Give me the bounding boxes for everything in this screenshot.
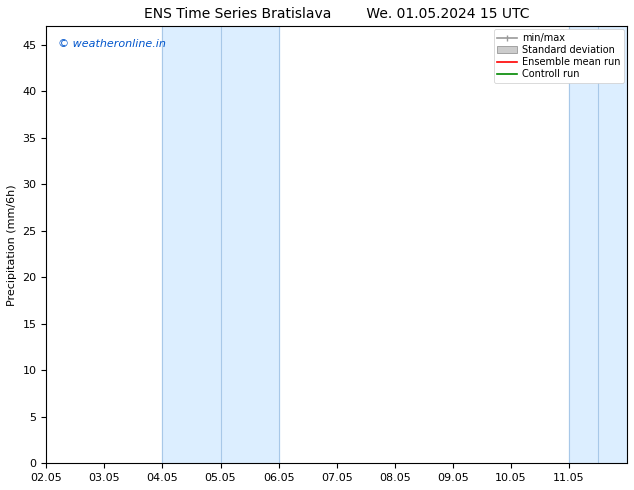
Y-axis label: Precipitation (mm/6h): Precipitation (mm/6h) [7, 184, 17, 306]
Bar [569, 26, 627, 464]
Bar [162, 26, 278, 464]
Legend: min/max, Standard deviation, Ensemble mean run, Controll run: min/max, Standard deviation, Ensemble me… [493, 29, 624, 83]
Title: ENS Time Series Bratislava        We. 01.05.2024 15 UTC: ENS Time Series Bratislava We. 01.05.202… [144, 7, 529, 21]
Text: © weatheronline.in: © weatheronline.in [58, 39, 166, 49]
